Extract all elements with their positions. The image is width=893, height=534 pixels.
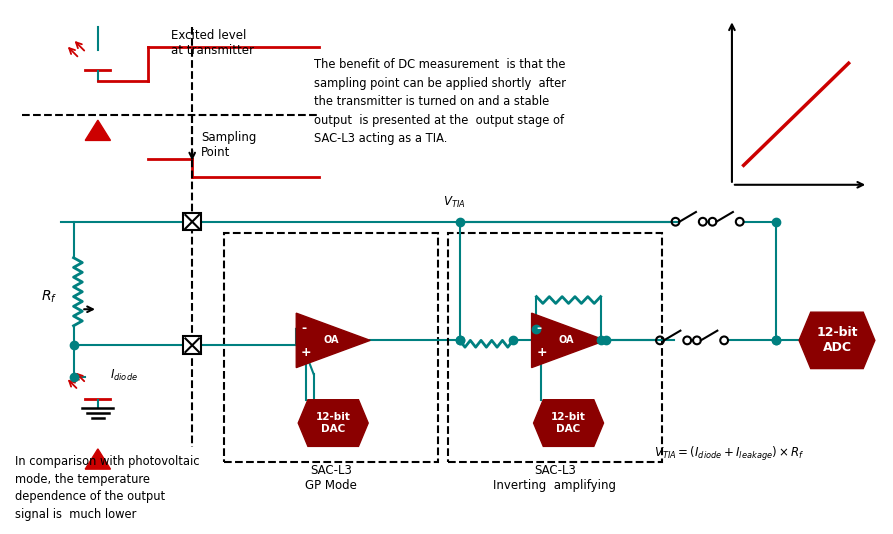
Polygon shape (298, 400, 368, 446)
Text: +: + (537, 345, 547, 358)
Polygon shape (296, 313, 371, 367)
Text: $R_f$: $R_f$ (41, 288, 58, 305)
Text: The benefit of DC measurement  is that the
sampling point can be applied shortly: The benefit of DC measurement is that th… (313, 58, 566, 145)
Text: OA: OA (559, 335, 574, 345)
Bar (183, 336, 201, 354)
Text: $V_{TIA} = (I_{diode} + I_{leakage}) \times R_f$: $V_{TIA} = (I_{diode} + I_{leakage}) \ti… (655, 445, 805, 464)
Text: SAC-L3
Inverting  amplifying: SAC-L3 Inverting amplifying (494, 464, 616, 492)
Text: +: + (301, 345, 312, 358)
Text: -: - (537, 322, 541, 335)
Text: -: - (301, 322, 306, 335)
Polygon shape (531, 313, 605, 367)
Polygon shape (533, 400, 604, 446)
Text: OA: OA (323, 335, 339, 345)
Polygon shape (85, 449, 111, 469)
Text: 12-bit
DAC: 12-bit DAC (316, 412, 351, 434)
Bar (183, 213, 201, 231)
Text: Sampling
Point: Sampling Point (201, 131, 256, 159)
Polygon shape (799, 312, 875, 368)
Text: Excited level
at transmitter: Excited level at transmitter (171, 29, 254, 57)
Text: $I_{diode}$: $I_{diode}$ (110, 367, 138, 383)
Polygon shape (85, 120, 111, 140)
Text: In comparison with photovoltaic
mode, the temperature
dependence of the output
s: In comparison with photovoltaic mode, th… (15, 455, 200, 521)
Text: 12-bit
ADC: 12-bit ADC (816, 326, 857, 355)
Text: SAC-L3
GP Mode: SAC-L3 GP Mode (305, 464, 357, 492)
Text: 12-bit
DAC: 12-bit DAC (551, 412, 586, 434)
Text: $V_{TIA}$: $V_{TIA}$ (444, 195, 466, 210)
